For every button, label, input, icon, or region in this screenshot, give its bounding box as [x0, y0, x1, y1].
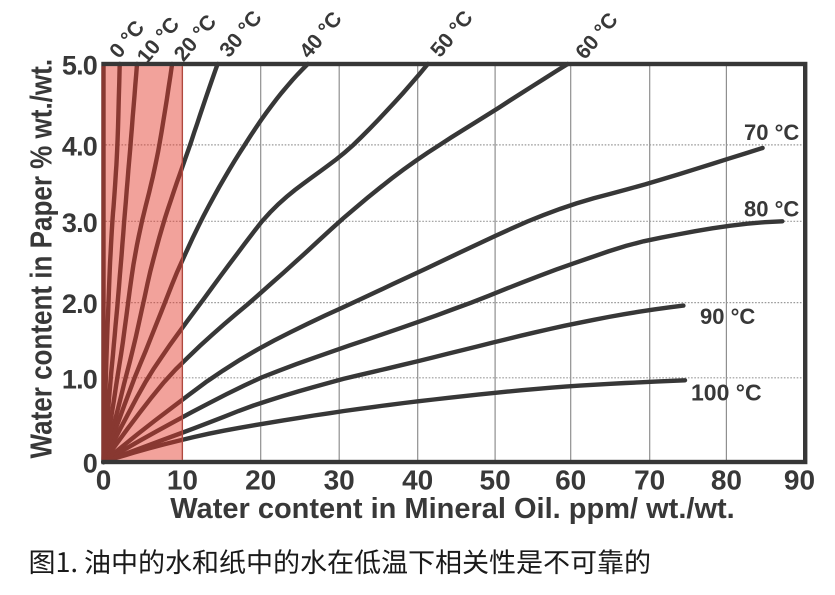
svg-text:0: 0 [83, 449, 97, 479]
svg-text:70 °C: 70 °C [744, 120, 799, 145]
svg-text:80 °C: 80 °C [744, 196, 799, 221]
svg-text:4.0: 4.0 [62, 131, 97, 161]
svg-text:20: 20 [245, 465, 276, 496]
svg-text:5.0: 5.0 [62, 51, 97, 81]
svg-text:Water content in Paper % wt./w: Water content in Paper % wt./wt. [24, 59, 59, 459]
svg-text:90: 90 [784, 465, 815, 496]
svg-text:50: 50 [480, 465, 511, 496]
svg-text:60: 60 [555, 465, 586, 496]
svg-text:0: 0 [96, 465, 112, 496]
svg-text:20 °C: 20 °C [170, 11, 222, 66]
svg-text:50 °C: 50 °C [426, 7, 478, 62]
svg-text:70: 70 [634, 465, 665, 496]
svg-text:60 °C: 60 °C [571, 9, 623, 64]
svg-text:30 °C: 30 °C [215, 7, 267, 62]
svg-text:40: 40 [402, 465, 433, 496]
svg-text:1.0: 1.0 [62, 364, 97, 394]
svg-text:30: 30 [324, 465, 355, 496]
svg-text:2.0: 2.0 [62, 289, 97, 319]
svg-text:40 °C: 40 °C [295, 8, 347, 63]
svg-text:100 °C: 100 °C [691, 379, 762, 405]
svg-text:90 °C: 90 °C [700, 304, 755, 329]
svg-text:Water content in Mineral Oil.: Water content in Mineral Oil. ppm/ wt./w… [170, 493, 734, 525]
svg-text:10: 10 [167, 465, 198, 496]
svg-text:80: 80 [711, 465, 742, 496]
svg-text:3.0: 3.0 [62, 208, 97, 238]
